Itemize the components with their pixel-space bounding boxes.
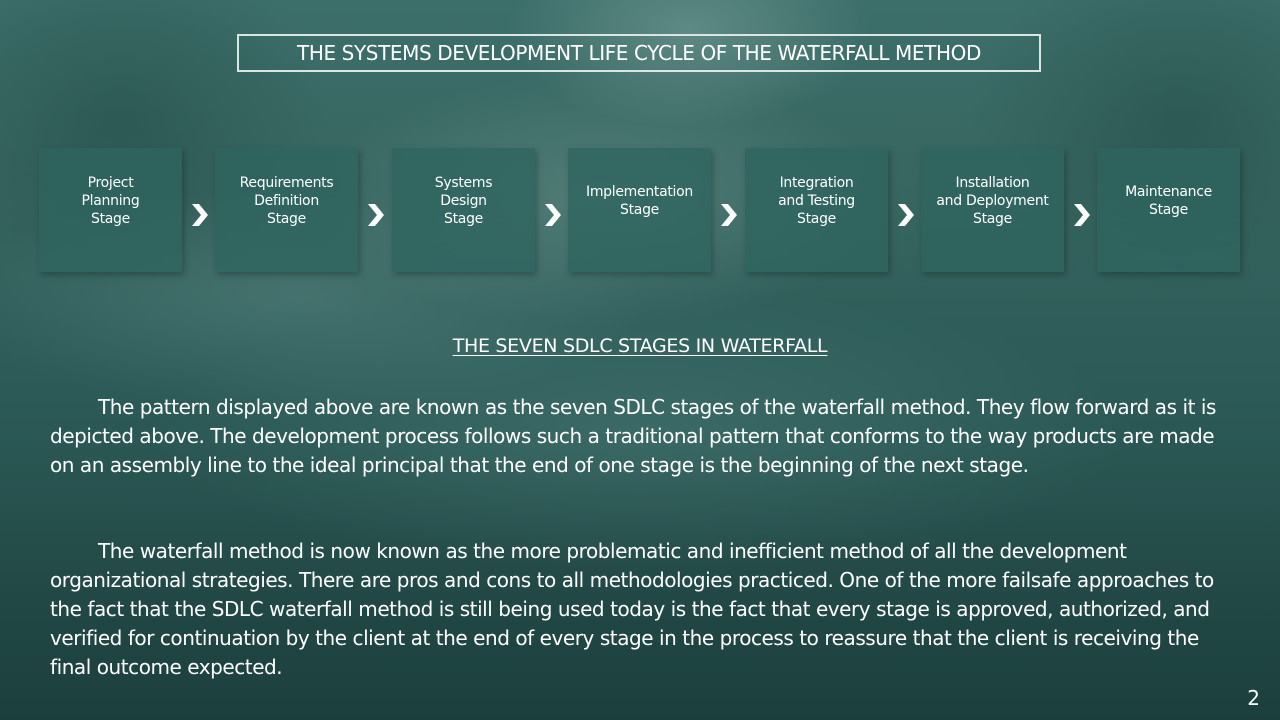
section-heading: THE SEVEN SDLC STAGES IN WATERFALL [452, 335, 828, 357]
chevron-right-icon [898, 204, 914, 226]
stage-label: Integration and Testing Stage [778, 175, 855, 227]
stage-box-requirements: Requirements Definition Stage [215, 148, 358, 272]
stage-label: Installation and Deployment Stage [936, 175, 1049, 227]
body-paragraph-2: The waterfall method is now known as the… [50, 539, 1214, 679]
chevron-right-icon [368, 204, 384, 226]
stage-flow: Project Planning Stage Requirements Defi… [0, 148, 1280, 272]
stage-box-planning: Project Planning Stage [39, 148, 182, 272]
chevron-right-icon [192, 204, 208, 226]
stage-box-maintenance: Maintenance Stage [1097, 148, 1240, 272]
stage-box-integration: Integration and Testing Stage [745, 148, 888, 272]
stage-label: Systems Design Stage [434, 175, 493, 227]
stage-label: Implementation Stage [586, 184, 693, 218]
stage-label: Requirements Definition Stage [239, 175, 334, 227]
stage-box-implementation: Implementation Stage [568, 148, 711, 272]
stage-label: Project Planning Stage [81, 175, 140, 227]
stage-label: Maintenance Stage [1125, 184, 1212, 218]
chevron-right-icon [1074, 204, 1090, 226]
stage-box-installation: Installation and Deployment Stage [921, 148, 1064, 272]
chevron-right-icon [721, 204, 737, 226]
body-paragraph-1: The pattern displayed above are known as… [50, 395, 1216, 477]
chevron-right-icon [545, 204, 561, 226]
stage-box-design: Systems Design Stage [392, 148, 535, 272]
slide-title: THE SYSTEMS DEVELOPMENT LIFE CYCLE OF TH… [237, 34, 1041, 72]
page-number: 2 [1247, 686, 1260, 710]
